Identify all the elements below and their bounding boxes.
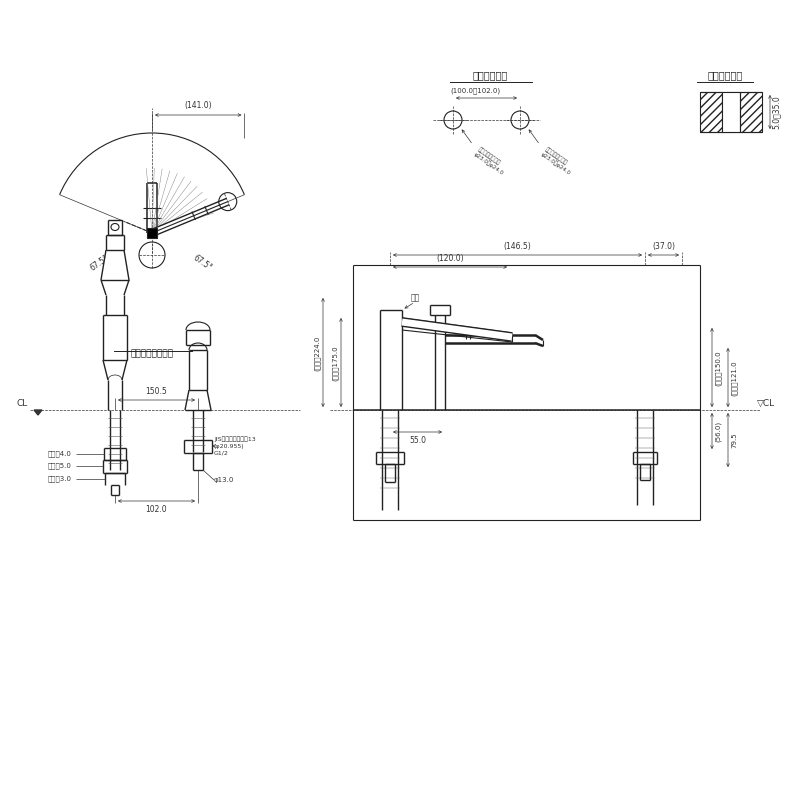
Text: JIS給水栃取付ネケ13
(φ20.955)
G1/2: JIS給水栃取付ネケ13 (φ20.955) G1/2 [214,437,256,455]
Text: (120.0): (120.0) [436,254,464,263]
Text: 天板取付穴径: 天板取付穴径 [472,70,508,80]
Text: 六角形3.0: 六角形3.0 [48,476,72,482]
Text: 67.5°: 67.5° [191,254,213,273]
Text: 67.5°: 67.5° [89,254,111,273]
Text: 5.0～35.0: 5.0～35.0 [772,95,781,129]
Text: 150.5: 150.5 [146,387,167,396]
Text: 79.5: 79.5 [731,432,737,448]
Bar [722,92,740,132]
Text: (参考）121.0: (参考）121.0 [731,360,738,396]
Text: (参考）150.0: (参考）150.0 [715,350,722,386]
Text: (141.0): (141.0) [184,101,212,110]
Text: (100.0～102.0): (100.0～102.0) [450,87,500,94]
Text: φ13.0: φ13.0 [214,477,234,483]
Text: 六角形4.0: 六角形4.0 [48,450,72,458]
Bar [700,92,722,132]
Bar [740,92,762,132]
Text: (37.0): (37.0) [652,242,675,251]
Polygon shape [34,410,42,415]
Text: (146.5): (146.5) [504,242,531,251]
Text: (参考）175.0: (参考）175.0 [331,345,338,381]
Text: 55.0: 55.0 [409,436,426,445]
Text: 天板押付範囲: 天板押付範囲 [707,70,742,80]
Text: 六角形5.0: 六角形5.0 [48,462,72,470]
Text: スパウト取付穴径
φ23.0～φ24.0: スパウト取付穴径 φ23.0～φ24.0 [473,146,509,176]
Text: CL: CL [17,399,28,408]
Text: 正面: 正面 [410,293,420,302]
Text: スパウト回転角度: スパウト回転角度 [130,349,174,358]
Text: 102.0: 102.0 [146,505,167,514]
Text: (56.0): (56.0) [715,421,722,442]
Text: (参考）224.0: (参考）224.0 [314,335,320,370]
Text: ▽CL: ▽CL [757,399,775,408]
Text: ハンドル取付穴径
φ23.0～φ24.0: ハンドル取付穴径 φ23.0～φ24.0 [540,146,576,176]
Bar [147,228,157,238]
